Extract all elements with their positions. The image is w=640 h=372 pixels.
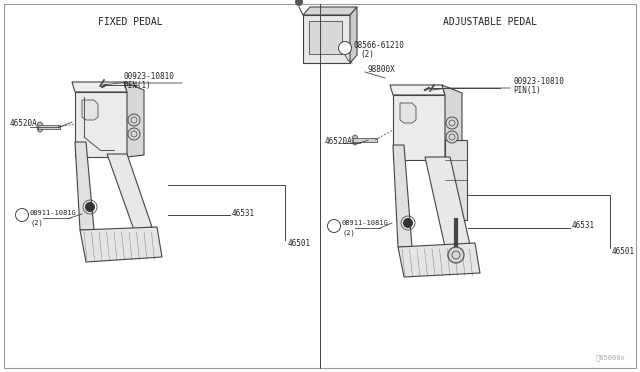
Polygon shape [442,85,462,160]
Circle shape [328,219,340,232]
Polygon shape [303,7,357,15]
Text: 46501: 46501 [288,238,311,247]
Text: 46531: 46531 [572,221,595,231]
Circle shape [15,208,29,221]
Text: 08911-1081G: 08911-1081G [342,220,388,226]
Polygon shape [400,103,416,123]
Polygon shape [75,92,127,157]
Circle shape [295,0,303,6]
Polygon shape [445,140,467,220]
Polygon shape [398,243,480,277]
Text: PIN(1): PIN(1) [123,81,151,90]
Polygon shape [82,100,98,120]
Text: N: N [20,212,24,218]
Text: 08911-1081G: 08911-1081G [30,210,77,216]
Text: 46520A: 46520A [325,137,353,145]
Circle shape [85,202,95,212]
Text: 46501: 46501 [612,247,635,256]
Bar [309,21,342,54]
Circle shape [446,131,458,143]
Ellipse shape [352,135,358,145]
Text: PIN(1): PIN(1) [513,86,541,95]
Text: 08566-61210: 08566-61210 [353,41,404,49]
Text: 00923-10810: 00923-10810 [123,72,174,81]
Polygon shape [75,142,94,230]
Polygon shape [393,145,412,247]
Text: (2): (2) [30,220,43,226]
Text: (2): (2) [342,230,355,236]
Ellipse shape [37,122,43,132]
Circle shape [403,218,413,228]
Polygon shape [390,85,445,95]
Polygon shape [124,82,144,157]
Text: ∖65000x: ∖65000x [595,355,625,361]
Text: FIXED PEDAL: FIXED PEDAL [98,17,163,27]
Polygon shape [303,15,350,63]
Polygon shape [107,154,152,230]
Text: 98800X: 98800X [367,65,395,74]
Text: (2): (2) [360,51,374,60]
Polygon shape [393,95,445,160]
Text: 46520A: 46520A [10,119,38,128]
Circle shape [128,128,140,140]
Text: B: B [343,45,347,51]
Polygon shape [80,227,162,262]
Circle shape [448,247,464,263]
Polygon shape [425,157,470,247]
Text: 46531: 46531 [232,208,255,218]
Text: ADJUSTABLE PEDAL: ADJUSTABLE PEDAL [443,17,537,27]
Polygon shape [350,7,357,63]
Text: 00923-10810: 00923-10810 [513,77,564,86]
Text: N: N [332,224,336,228]
Circle shape [128,114,140,126]
Circle shape [339,42,351,55]
Circle shape [446,117,458,129]
Polygon shape [72,82,127,92]
